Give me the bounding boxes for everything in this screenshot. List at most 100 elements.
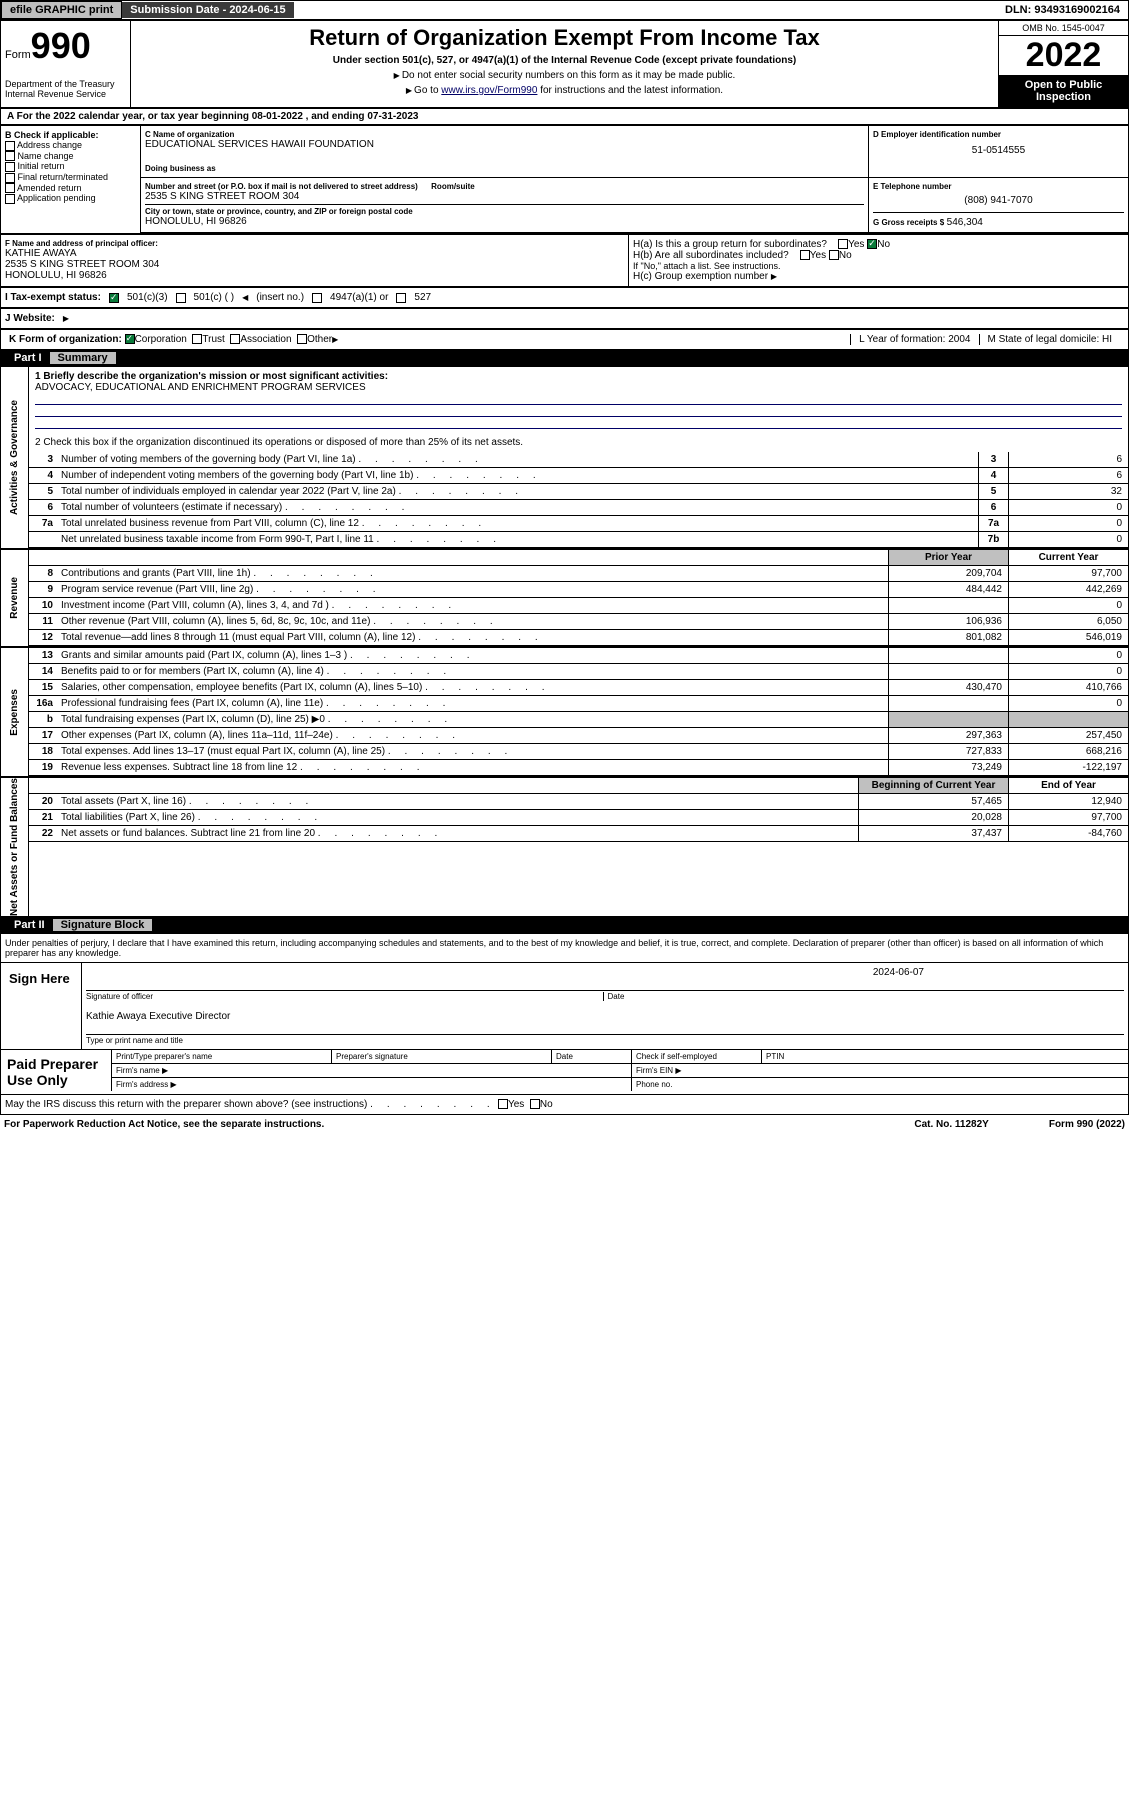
prep-self-emp: Check if self-employed [632, 1050, 762, 1063]
chk-527[interactable] [396, 293, 406, 303]
line-17: 17 Other expenses (Part IX, column (A), … [29, 728, 1128, 744]
line-7b: Net unrelated business taxable income fr… [29, 532, 1128, 548]
line1-mission: 1 Briefly describe the organization's mi… [29, 367, 1128, 433]
irs-link[interactable]: www.irs.gov/Form990 [441, 85, 537, 96]
line-16a: 16a Professional fundraising fees (Part … [29, 696, 1128, 712]
sig-date-label: Date [603, 992, 1125, 1001]
part1-header: Part I Summary [0, 350, 1129, 366]
line-22: 22 Net assets or fund balances. Subtract… [29, 826, 1128, 842]
paperwork-notice: For Paperwork Reduction Act Notice, see … [4, 1119, 324, 1130]
line-3: 3 Number of voting members of the govern… [29, 452, 1128, 468]
chk-501c[interactable] [176, 293, 186, 303]
summary-governance: Activities & Governance 1 Briefly descri… [0, 366, 1129, 549]
city-value: HONOLULU, HI 96826 [145, 216, 864, 227]
line-13: 13 Grants and similar amounts paid (Part… [29, 648, 1128, 664]
mission-text: ADVOCACY, EDUCATIONAL AND ENRICHMENT PRO… [35, 382, 1122, 393]
line-10: 10 Investment income (Part VIII, column … [29, 598, 1128, 614]
line-20: 20 Total assets (Part X, line 16) 57,465… [29, 794, 1128, 810]
line2: 2 Check this box if the organization dis… [29, 433, 1128, 452]
line-21: 21 Total liabilities (Part X, line 26) 2… [29, 810, 1128, 826]
vtab-expenses: Expenses [9, 689, 20, 736]
vtab-revenue: Revenue [9, 577, 20, 619]
chk-trust[interactable] [192, 334, 202, 344]
submission-date: Submission Date - 2024-06-15 [122, 2, 293, 18]
firm-name-label: Firm's name [112, 1064, 632, 1077]
form-title-box: Return of Organization Exempt From Incom… [131, 21, 998, 107]
form-number: 990 [31, 25, 91, 66]
chk-4947[interactable] [312, 293, 322, 303]
chk-association[interactable] [230, 334, 240, 344]
col-current-year: Current Year [1008, 550, 1128, 565]
h-c: H(c) Group exemption number [633, 271, 1124, 282]
chk-other[interactable] [297, 334, 307, 344]
line-19: 19 Revenue less expenses. Subtract line … [29, 760, 1128, 776]
summary-expenses: Expenses 13 Grants and similar amounts p… [0, 647, 1129, 777]
line-9: 9 Program service revenue (Part VIII, li… [29, 582, 1128, 598]
row-f-h: F Name and address of principal officer:… [0, 234, 1129, 287]
phone-value: (808) 941-7070 [873, 195, 1124, 206]
ein-label: D Employer identification number [873, 130, 1124, 139]
chk-name-change[interactable]: Name change [5, 151, 136, 162]
row-k: K Form of organization: Corporation Trus… [0, 329, 1129, 350]
addr-value: 2535 S KING STREET ROOM 304 [145, 191, 864, 202]
form-subtitle: Under section 501(c), 527, or 4947(a)(1)… [135, 55, 994, 66]
chk-501c3[interactable] [109, 293, 119, 303]
tax-year: 2022 [999, 36, 1128, 75]
dept-treasury: Department of the Treasury Internal Reve… [5, 79, 126, 99]
part2-header: Part II Signature Block [0, 917, 1129, 933]
col-b-title: B Check if applicable: [5, 130, 136, 140]
chk-amended-return[interactable]: Amended return [5, 183, 136, 194]
prep-name-label: Print/Type preparer's name [112, 1050, 332, 1063]
form-title: Return of Organization Exempt From Incom… [135, 25, 994, 51]
may-irs-discuss: May the IRS discuss this return with the… [1, 1094, 1128, 1114]
officer-name: KATHIE AWAYA [5, 248, 624, 259]
line-15: 15 Salaries, other compensation, employe… [29, 680, 1128, 696]
year-formation: L Year of formation: 2004 [850, 334, 978, 345]
row-i-tax-exempt: I Tax-exempt status: 501(c)(3) 501(c) ( … [0, 287, 1129, 308]
state-domicile: M State of legal domicile: HI [979, 334, 1121, 345]
form-header: Form990 Department of the Treasury Inter… [0, 20, 1129, 108]
sig-date: 2024-06-07 [86, 967, 1124, 978]
firm-phone-label: Phone no. [632, 1078, 1128, 1091]
chk-address-change[interactable]: Address change [5, 140, 136, 151]
gross-receipts-value: 546,304 [947, 217, 983, 228]
org-name-label: C Name of organization [145, 130, 864, 139]
line-14: 14 Benefits paid to or for members (Part… [29, 664, 1128, 680]
sig-name-label: Type or print name and title [86, 1036, 1124, 1045]
chk-corporation[interactable] [125, 334, 135, 344]
prep-date-label: Date [552, 1050, 632, 1063]
line-8: 8 Contributions and grants (Part VIII, l… [29, 566, 1128, 582]
h-a: H(a) Is this a group return for subordin… [633, 239, 1124, 250]
chk-final-return[interactable]: Final return/terminated [5, 172, 136, 183]
sig-declaration: Under penalties of perjury, I declare th… [1, 934, 1128, 962]
col-end: End of Year [1008, 778, 1128, 793]
gross-receipts-label: G Gross receipts $ [873, 218, 944, 227]
vtab-governance: Activities & Governance [9, 400, 20, 515]
h-b-note: If "No," attach a list. See instructions… [633, 261, 1124, 271]
sig-officer-label: Signature of officer [86, 992, 603, 1001]
firm-ein-label: Firm's EIN [632, 1064, 1128, 1077]
topbar: efile GRAPHIC print Submission Date - 20… [0, 0, 1129, 20]
prep-sig-label: Preparer's signature [332, 1050, 552, 1063]
omb-number: OMB No. 1545-0047 [999, 21, 1128, 36]
efile-print-btn[interactable]: efile GRAPHIC print [1, 1, 122, 19]
open-to-public: Open to Public Inspection [999, 75, 1128, 107]
footer: For Paperwork Reduction Act Notice, see … [0, 1115, 1129, 1134]
officer-label: F Name and address of principal officer: [5, 239, 624, 248]
ein-value: 51-0514555 [873, 145, 1124, 156]
chk-initial-return[interactable]: Initial return [5, 161, 136, 172]
city-label: City or town, state or province, country… [145, 204, 864, 216]
phone-label: E Telephone number [873, 182, 1124, 191]
line-7a: 7a Total unrelated business revenue from… [29, 516, 1128, 532]
addr-label: Number and street (or P.O. box if mail i… [145, 182, 864, 191]
signature-block: Under penalties of perjury, I declare th… [0, 933, 1129, 1115]
line-4: 4 Number of independent voting members o… [29, 468, 1128, 484]
chk-application-pending[interactable]: Application pending [5, 193, 136, 204]
firm-addr-label: Firm's address [112, 1078, 632, 1091]
col-b-checkboxes: B Check if applicable: Address change Na… [1, 126, 141, 233]
h-b: H(b) Are all subordinates included? Yes … [633, 250, 1124, 261]
sig-name: Kathie Awaya Executive Director [86, 1011, 1124, 1022]
col-beginning: Beginning of Current Year [858, 778, 1008, 793]
col-prior-year: Prior Year [888, 550, 1008, 565]
row-j-website: J Website: [0, 308, 1129, 329]
